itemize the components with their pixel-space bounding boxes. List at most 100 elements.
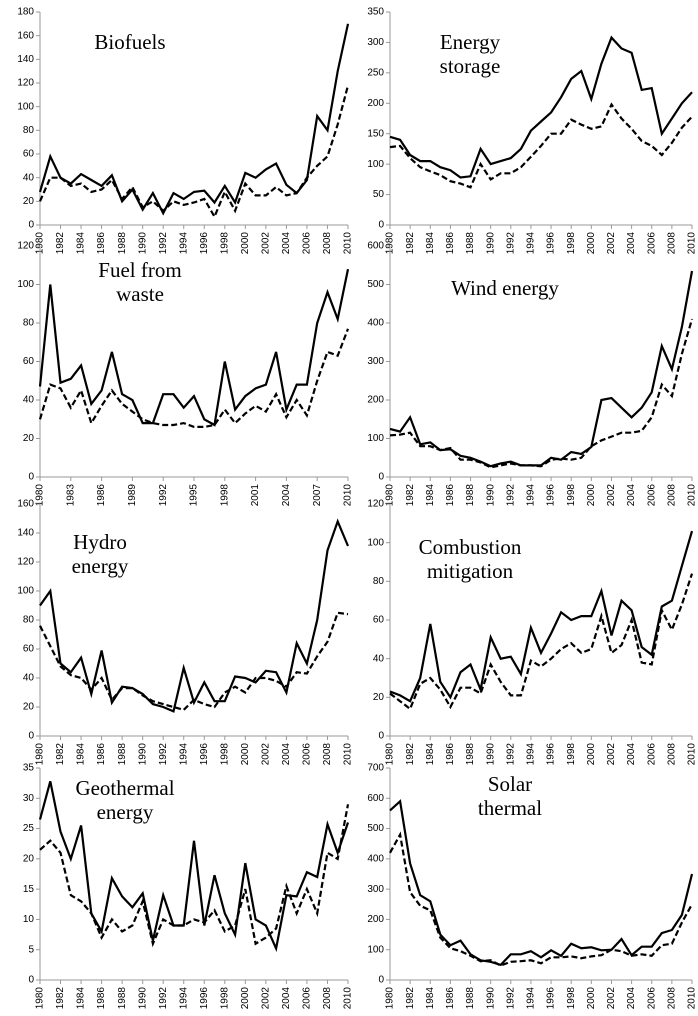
y-tick-label: 100 — [367, 433, 384, 444]
y-tick-label: 40 — [23, 673, 35, 684]
y-tick-label: 20 — [373, 692, 385, 703]
y-tick-label: 400 — [367, 853, 384, 864]
x-tick-label: 2010 — [343, 484, 354, 507]
x-tick-label: 1992 — [158, 743, 169, 766]
x-tick-label: 1996 — [199, 232, 210, 255]
x-tick-label: 1994 — [526, 232, 537, 255]
line-series — [38, 328, 350, 428]
x-tick-label: 2006 — [646, 987, 657, 1010]
y-tick-label: 60 — [23, 149, 35, 160]
x-tick-label: 1986 — [445, 484, 456, 507]
x-tick-label: 1982 — [405, 987, 416, 1010]
x-tick-label: 1994 — [178, 232, 189, 255]
x-tick-label: 1986 — [445, 987, 456, 1010]
x-tick-label: 2002 — [261, 987, 272, 1010]
line-series — [389, 35, 693, 179]
y-tick-label: 200 — [367, 914, 384, 925]
x-tick-label: 2004 — [281, 987, 292, 1010]
y-tick-label: 120 — [17, 241, 34, 252]
y-tick-label: 0 — [28, 975, 34, 986]
x-tick-label: 1990 — [137, 987, 148, 1010]
y-tick-label: 100 — [367, 537, 384, 548]
line-series — [389, 270, 694, 468]
y-tick-label: 500 — [367, 279, 384, 290]
x-tick-label: 2004 — [281, 743, 292, 766]
x-tick-label: 2004 — [281, 232, 292, 255]
x-tick-label: 1996 — [546, 987, 557, 1010]
x-tick-label: 2000 — [586, 743, 597, 766]
y-tick-label: 120 — [17, 557, 34, 568]
x-tick-label: 1994 — [526, 484, 537, 507]
x-tick-label: 2004 — [626, 743, 637, 766]
x-tick-label: 1994 — [178, 743, 189, 766]
x-tick-label: 2004 — [281, 484, 292, 507]
line-series — [389, 573, 694, 711]
x-tick-label: 1988 — [117, 987, 128, 1010]
line-series — [39, 518, 350, 713]
panel-title: Energy storage — [439, 30, 501, 78]
x-tick-label: 2008 — [322, 987, 333, 1010]
x-tick-label: 1980 — [35, 484, 46, 507]
x-tick-label: 1998 — [219, 484, 230, 507]
y-tick-label: 200 — [367, 395, 384, 406]
x-tick-label: 2000 — [586, 484, 597, 507]
x-tick-label: 1988 — [465, 987, 476, 1010]
y-tick-label: 700 — [367, 763, 384, 774]
y-tick-label: 600 — [367, 793, 384, 804]
x-tick-label: 2002 — [606, 743, 617, 766]
line-series — [38, 268, 350, 427]
x-tick-label: 1990 — [137, 743, 148, 766]
x-tick-label: 2006 — [302, 232, 313, 255]
panel-title: Solar thermal — [477, 772, 543, 820]
y-tick-label: 100 — [17, 279, 34, 290]
x-tick-label: 1996 — [546, 743, 557, 766]
x-tick-label: 1998 — [219, 743, 230, 766]
y-tick-label: 10 — [23, 914, 35, 925]
x-tick-label: 1980 — [35, 232, 46, 255]
y-tick-label: 250 — [367, 67, 384, 78]
x-tick-label: 1986 — [96, 743, 107, 766]
x-tick-label: 1984 — [425, 232, 436, 255]
x-tick-label: 1982 — [405, 232, 416, 255]
x-tick-label: 1984 — [76, 232, 87, 255]
y-tick-label: 20 — [23, 702, 35, 713]
y-tick-label: 140 — [17, 528, 34, 539]
x-tick-label: 1996 — [546, 232, 557, 255]
x-tick-label: 1982 — [55, 743, 66, 766]
x-tick-label: 2008 — [322, 743, 333, 766]
x-tick-label: 2006 — [646, 484, 657, 507]
x-tick-label: 2000 — [240, 743, 251, 766]
y-tick-label: 0 — [378, 472, 384, 483]
y-tick-label: 5 — [28, 944, 34, 955]
x-tick-label: 1988 — [465, 743, 476, 766]
y-tick-label: 40 — [23, 395, 35, 406]
x-tick-label: 1998 — [566, 232, 577, 255]
x-tick-label: 1986 — [445, 232, 456, 255]
y-tick-label: 140 — [17, 54, 34, 65]
x-tick-label: 2002 — [261, 232, 272, 255]
y-tick-label: 0 — [28, 472, 34, 483]
x-tick-label: 1989 — [127, 484, 138, 507]
x-tick-label: 1982 — [55, 232, 66, 255]
x-tick-label: 1982 — [405, 743, 416, 766]
x-tick-label: 2000 — [240, 987, 251, 1010]
line-series — [39, 611, 349, 712]
y-tick-label: 150 — [367, 128, 384, 139]
x-tick-label: 1992 — [505, 987, 516, 1010]
x-tick-label: 1980 — [35, 987, 46, 1010]
x-tick-label: 1995 — [189, 484, 200, 507]
x-tick-label: 1992 — [158, 987, 169, 1010]
x-tick-label: 2002 — [606, 987, 617, 1010]
x-tick-label: 1998 — [566, 484, 577, 507]
y-tick-label: 0 — [378, 220, 384, 231]
x-tick-label: 1982 — [55, 987, 66, 1010]
y-tick-label: 40 — [23, 172, 35, 183]
x-tick-label: 1990 — [137, 232, 148, 255]
panel-title: Combustion mitigation — [418, 535, 522, 583]
x-tick-label: 1990 — [485, 987, 496, 1010]
x-tick-label: 2010 — [687, 987, 698, 1010]
x-tick-label: 2001 — [250, 484, 261, 507]
x-tick-label: 1994 — [178, 987, 189, 1010]
x-tick-label: 1980 — [385, 484, 396, 507]
